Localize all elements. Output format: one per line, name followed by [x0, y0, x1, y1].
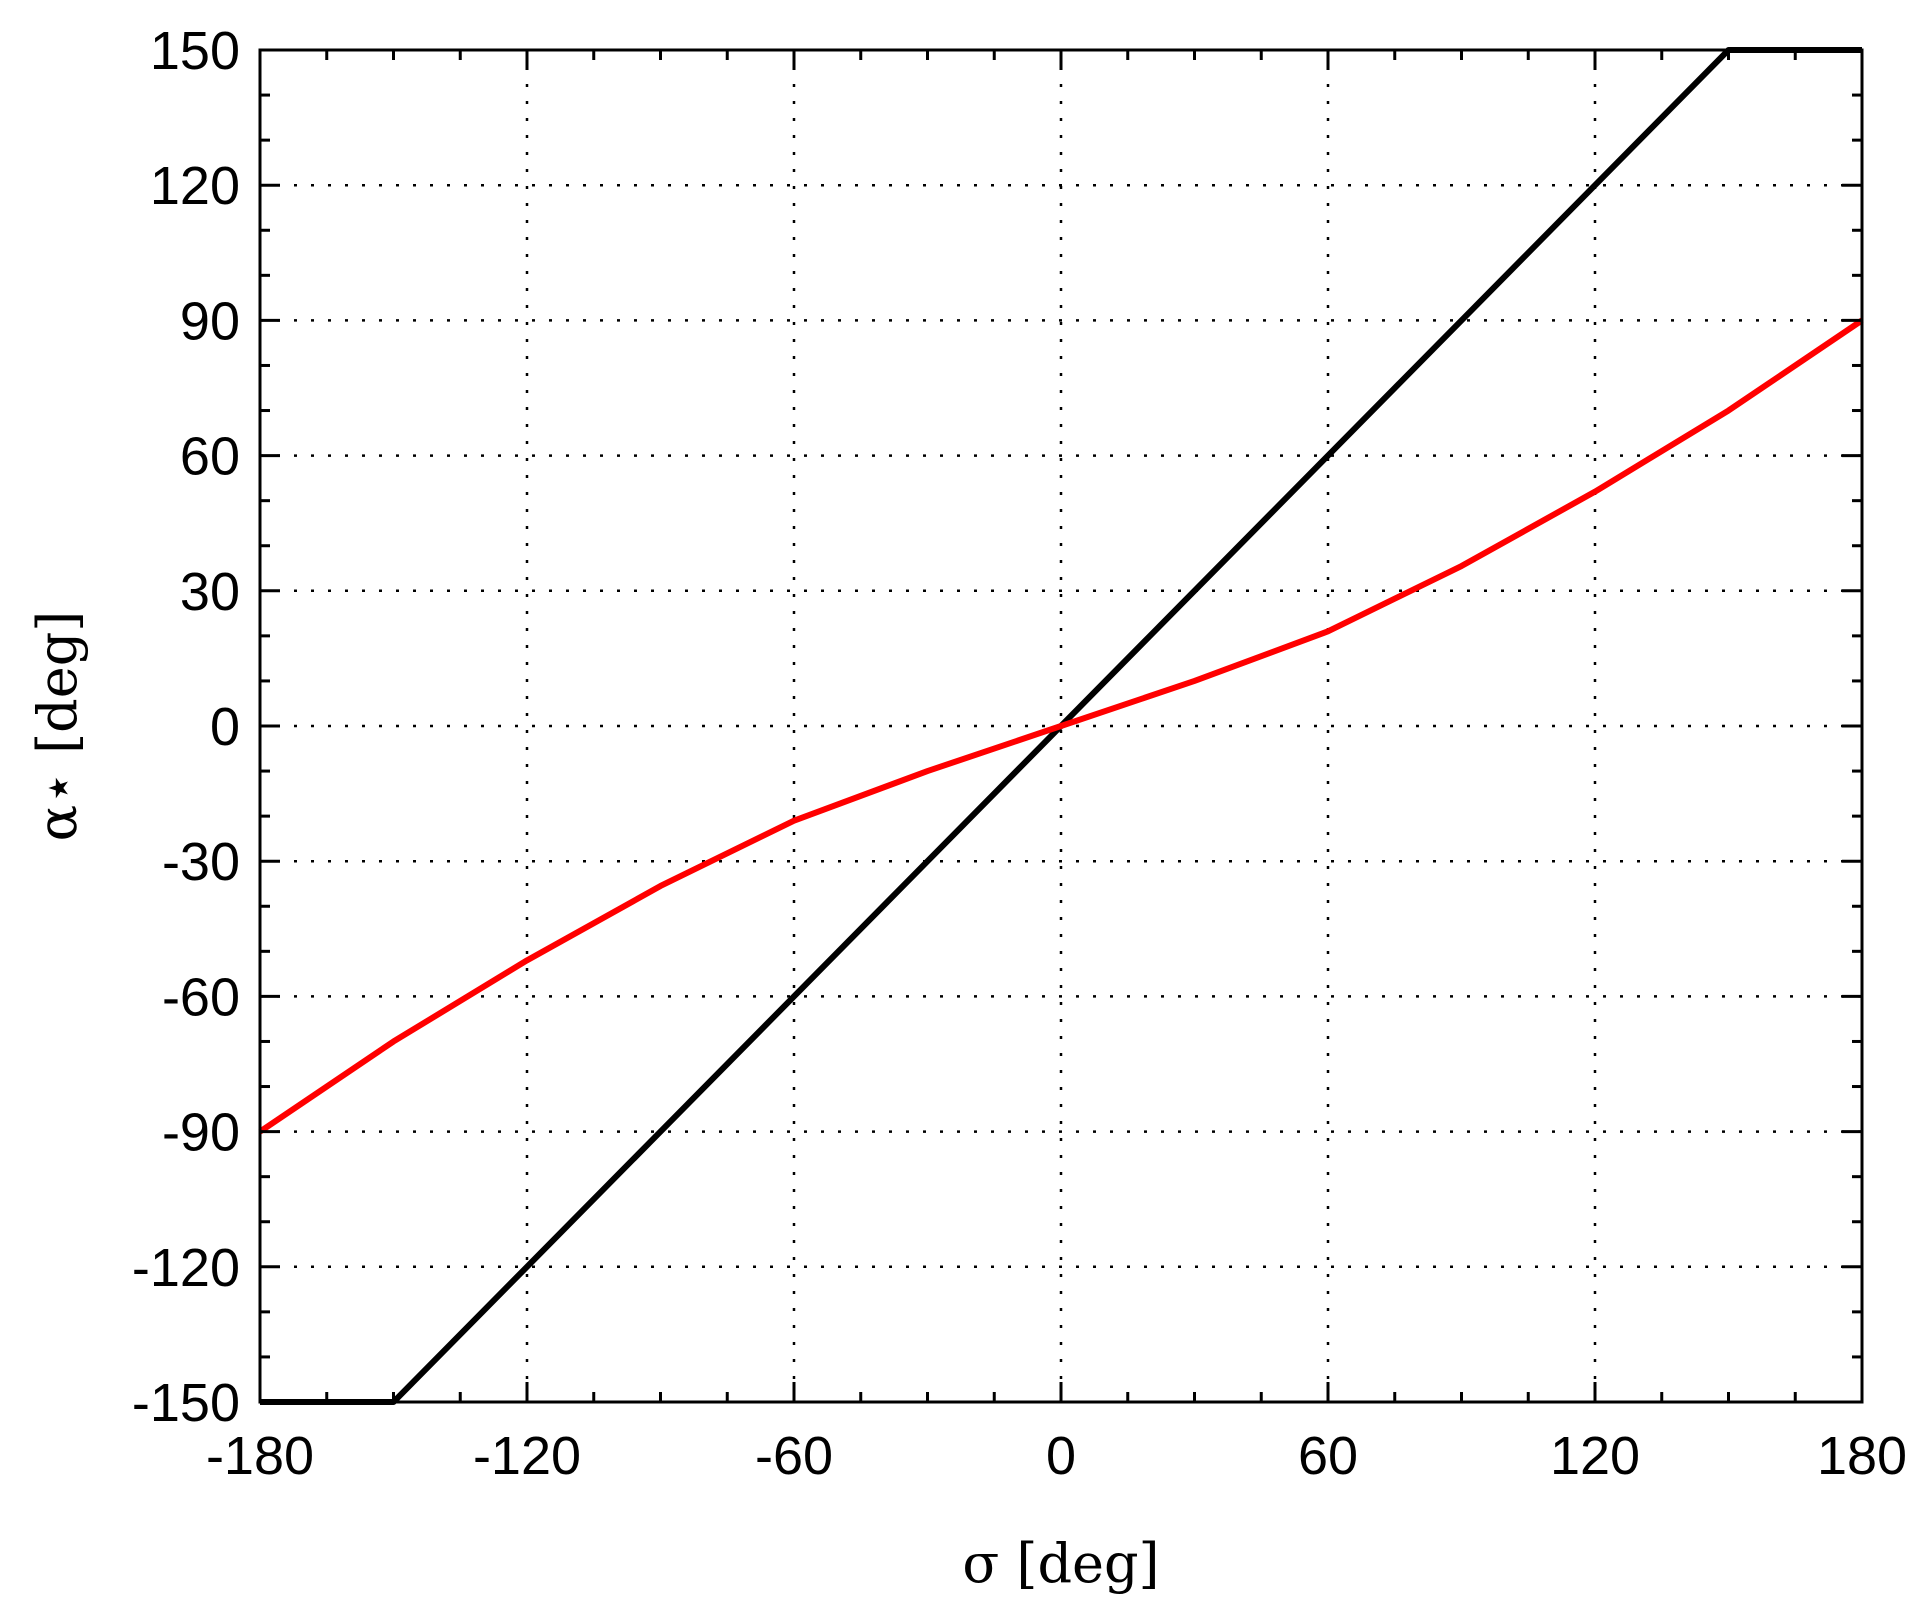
tick-marks — [258, 48, 1864, 1404]
x-tick-label: 120 — [1550, 1426, 1640, 1486]
y-tick-label: 0 — [210, 697, 240, 757]
x-tick-label: -180 — [206, 1426, 314, 1486]
x-tick-label: 180 — [1817, 1426, 1907, 1486]
y-tick-label: 90 — [180, 291, 240, 351]
y-tick-label: -90 — [162, 1103, 240, 1163]
series-line-2 — [258, 317, 1864, 1135]
y-tick-label: -30 — [162, 832, 240, 892]
y-tick-label: 30 — [180, 562, 240, 622]
y-axis-label: α⋆ [deg] — [26, 611, 89, 842]
y-tick-label: 60 — [180, 427, 240, 487]
y-tick-label: 120 — [150, 156, 240, 216]
tick-labels: -180 -120 -60 0 60 120 180 -150 -120 -90 -60 -30 0 30… — [132, 21, 1907, 1486]
y-tick-label: -120 — [132, 1238, 240, 1298]
x-tick-label: 0 — [1046, 1426, 1076, 1486]
y-tick-label: -60 — [162, 967, 240, 1027]
x-tick-label: 60 — [1298, 1426, 1358, 1486]
y-tick-label: 150 — [150, 21, 240, 81]
x-tick-label: -120 — [473, 1426, 581, 1486]
y-tick-label: -150 — [132, 1373, 240, 1433]
x-axis-label: σ [deg] — [962, 1532, 1159, 1595]
x-tick-label: -60 — [755, 1426, 833, 1486]
